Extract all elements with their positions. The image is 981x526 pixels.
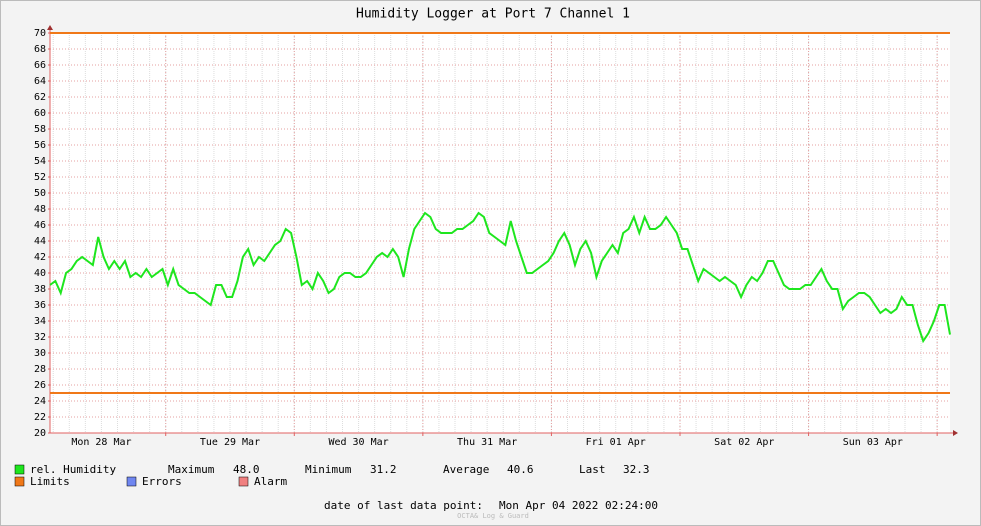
data-line bbox=[49, 211, 951, 344]
y-tick-label: 22 bbox=[34, 412, 46, 423]
y-tick-label: 38 bbox=[34, 284, 46, 295]
y-tick-label: 34 bbox=[34, 316, 46, 327]
y-tick-label: 48 bbox=[34, 204, 46, 215]
y-tick-label: 28 bbox=[34, 364, 46, 375]
y-tick-label: 64 bbox=[34, 76, 46, 87]
y-tick-label: 32 bbox=[34, 332, 46, 343]
y-tick-label: 66 bbox=[34, 60, 46, 71]
y-tick-label: 46 bbox=[34, 220, 46, 231]
y-tick-label: 44 bbox=[34, 236, 46, 247]
x-tick-label: Sun 03 Apr bbox=[843, 437, 903, 448]
stat-value: 31.2 bbox=[370, 463, 397, 476]
y-tick-label: 50 bbox=[34, 188, 46, 199]
x-tick-label: Wed 30 Mar bbox=[328, 437, 388, 448]
legend-swatch bbox=[14, 464, 25, 475]
stat-name: Minimum bbox=[305, 463, 352, 476]
x-tick-label: Tue 29 Mar bbox=[200, 437, 260, 448]
footer-value: Mon Apr 04 2022 02:24:00 bbox=[499, 499, 658, 512]
y-tick-label: 26 bbox=[34, 380, 46, 391]
footer-label: date of last data point: bbox=[324, 499, 483, 512]
x-tick-label: Thu 31 Mar bbox=[457, 437, 517, 448]
y-tick-label: 42 bbox=[34, 252, 46, 263]
stat-name: Last bbox=[579, 463, 606, 476]
legend-swatch bbox=[126, 476, 137, 487]
y-tick-label: 36 bbox=[34, 300, 46, 311]
stat-name: Maximum bbox=[168, 463, 215, 476]
y-tick-label: 60 bbox=[34, 108, 46, 119]
y-tick-label: 20 bbox=[34, 428, 46, 439]
legend-label: Limits bbox=[30, 475, 70, 488]
stat-name: Average bbox=[443, 463, 489, 476]
legend-label: Errors bbox=[142, 475, 182, 488]
y-tick-label: 30 bbox=[34, 348, 46, 359]
x-tick-label: Sat 02 Apr bbox=[714, 437, 774, 448]
y-arrow bbox=[47, 25, 53, 30]
y-tick-label: 62 bbox=[34, 92, 46, 103]
y-tick-label: 56 bbox=[34, 140, 46, 151]
x-tick-label: Mon 28 Mar bbox=[71, 437, 131, 448]
y-tick-label: 52 bbox=[34, 172, 46, 183]
y-tick-label: 58 bbox=[34, 124, 46, 135]
y-tick-label: 24 bbox=[34, 396, 46, 407]
stat-value: 40.6 bbox=[507, 463, 534, 476]
stat-value: 32.3 bbox=[623, 463, 650, 476]
legend-label: Alarm bbox=[254, 475, 287, 488]
legend-label: rel. Humidity bbox=[30, 463, 116, 476]
y-tick-label: 68 bbox=[34, 44, 46, 55]
credit: OCTA& Log & Guard bbox=[457, 512, 529, 520]
legend-swatch bbox=[238, 476, 249, 487]
stat-value: 48.0 bbox=[233, 463, 260, 476]
y-tick-label: 70 bbox=[34, 28, 46, 39]
y-tick-label: 40 bbox=[34, 268, 46, 279]
legend-swatch bbox=[14, 476, 25, 487]
x-tick-label: Fri 01 Apr bbox=[586, 437, 646, 448]
plot-area bbox=[50, 33, 950, 433]
chart-title: Humidity Logger at Port 7 Channel 1 bbox=[356, 7, 630, 22]
y-tick-label: 54 bbox=[34, 156, 46, 167]
x-arrow bbox=[953, 430, 958, 436]
